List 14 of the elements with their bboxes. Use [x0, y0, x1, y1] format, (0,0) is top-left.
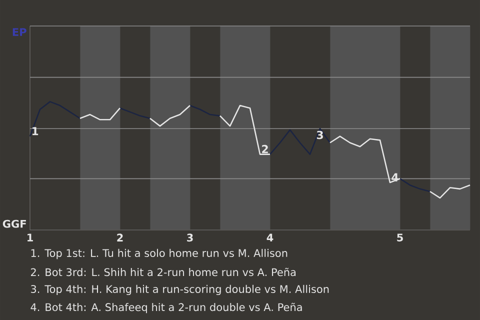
- text: 3. Top 4th: H. Kang hit a run-scoring double vs M. Allison: [31, 284, 329, 296]
- x-tick-label: 2: [117, 234, 123, 242]
- x-tick-label: 3: [187, 234, 193, 242]
- text: 4. Bot 4th: A. Shafeeq hit a 2-run double vs A. Peña: [30, 302, 302, 314]
- x-tick-label: 5: [397, 234, 403, 242]
- text: 2. Bot 3rd: L. Shih hit a 2-run home run vs A. Peña: [30, 268, 296, 276]
- x-tick-label: 1: [28, 234, 33, 242]
- text: EP: [12, 28, 26, 36]
- text: GGF: [2, 220, 26, 228]
- x-tick-label: 4: [266, 234, 274, 242]
- annotation: 2: [262, 144, 268, 154]
- annotation: 1: [32, 127, 38, 136]
- annotation: 3: [316, 130, 323, 140]
- text: 1. Top 1st: L. Tu hit a solo home run vs M. Allison: [31, 248, 288, 260]
